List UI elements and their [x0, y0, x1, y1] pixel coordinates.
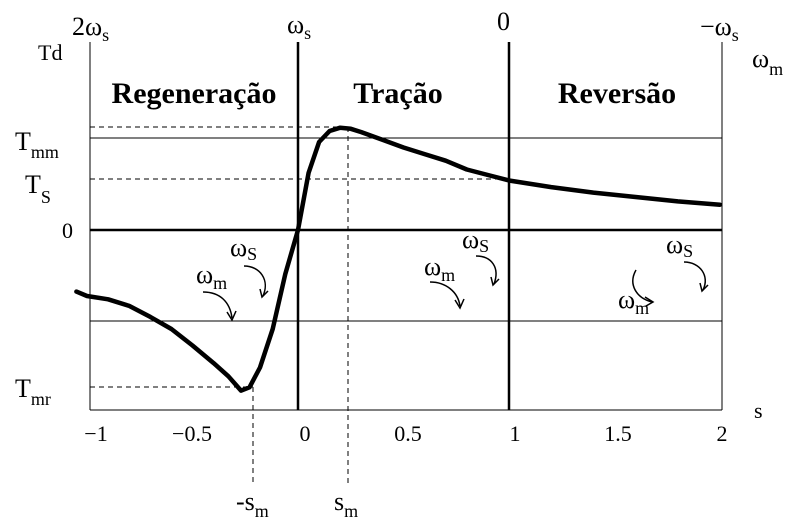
x-tick-2: 2 [717, 421, 728, 446]
y-label-tmm: Tmm [15, 127, 59, 162]
traction-rotation-arrows: ωm ωS [424, 225, 500, 310]
top-label-neg-ws: −ωs [700, 12, 739, 45]
region-label-regeneracao: Regeneração [112, 77, 277, 110]
y-axis-title: Td [38, 40, 62, 65]
torque-curve [74, 125, 723, 393]
label-sm: sm [334, 487, 358, 521]
regen-ws-arrowhead-icon [259, 288, 269, 299]
top-label-zero: 0 [497, 7, 510, 36]
x-tick-neg-1: −1 [84, 421, 107, 446]
x-tick-0: 0 [300, 421, 311, 446]
traction-wm-arrow-icon [429, 281, 461, 307]
x-tick-1: 1 [510, 421, 521, 446]
traction-ws-label: ωS [462, 225, 489, 256]
regen-wm-label: ωm [196, 260, 227, 293]
reversal-wm-label: ωm [618, 285, 649, 318]
top-label-2ws: 2ωs [72, 12, 109, 45]
reversal-wm-arrow-icon [632, 269, 653, 303]
reversal-wm-arrowhead-icon [644, 296, 655, 307]
y-label-tmr: Tmr [15, 374, 51, 409]
x-tick-0-5: 0.5 [394, 421, 422, 446]
regen-wm-arrow-icon [202, 291, 233, 319]
traction-ws-arrow-icon [475, 255, 497, 285]
reversal-rotation-arrows: ωm ωS [618, 230, 709, 318]
reversal-ws-arrow-icon [683, 261, 706, 291]
regen-ws-arrow-icon [243, 265, 266, 297]
reference-lines [90, 126, 509, 485]
label-neg-sm: -sm [236, 487, 269, 521]
traction-wm-arrowhead-icon [454, 298, 465, 310]
reversal-ws-arrowhead-icon [699, 282, 709, 293]
regen-rotation-arrows: ωm ωS [196, 233, 269, 322]
region-label-tracao: Tração [353, 77, 442, 110]
y-label-zero: 0 [62, 218, 73, 243]
region-label-reversao: Reversão [558, 77, 676, 110]
traction-wm-label: ωm [424, 252, 455, 285]
y-label-ts: TS [25, 170, 51, 207]
regen-ws-label: ωS [230, 233, 257, 264]
reversal-ws-label: ωS [666, 230, 693, 261]
traction-ws-arrowhead-icon [490, 276, 500, 287]
x-tick-1-5: 1.5 [604, 421, 632, 446]
regen-wm-arrowhead-icon [226, 310, 237, 322]
top-axis-unit: ωm [752, 44, 783, 79]
x-tick-neg-0-5: −0.5 [172, 421, 212, 446]
x-axis-title: s [754, 398, 763, 423]
top-label-ws: ωs [287, 10, 311, 43]
